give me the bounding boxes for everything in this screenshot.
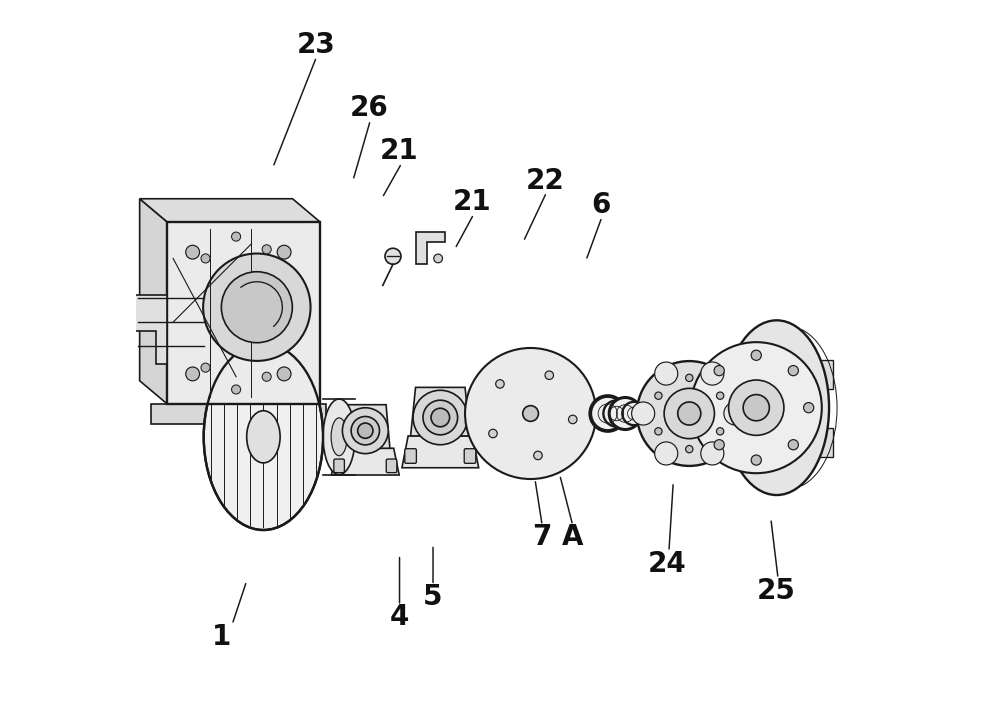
Polygon shape (140, 199, 167, 404)
Circle shape (686, 374, 693, 381)
Polygon shape (151, 404, 326, 424)
Text: 7: 7 (533, 523, 552, 551)
Circle shape (277, 367, 291, 381)
Ellipse shape (358, 423, 373, 438)
Polygon shape (592, 404, 598, 423)
Circle shape (201, 254, 210, 263)
Ellipse shape (323, 399, 355, 475)
Polygon shape (462, 404, 513, 423)
Circle shape (655, 362, 678, 385)
Circle shape (751, 350, 761, 360)
Text: 26: 26 (350, 94, 388, 122)
Circle shape (203, 253, 311, 361)
Circle shape (622, 402, 646, 425)
Ellipse shape (431, 408, 450, 427)
Bar (807, 360, 833, 389)
Ellipse shape (591, 403, 606, 424)
Text: 23: 23 (297, 31, 336, 59)
Circle shape (655, 392, 662, 400)
Circle shape (788, 440, 798, 450)
Text: A: A (562, 523, 584, 551)
Circle shape (496, 380, 504, 388)
Circle shape (804, 403, 814, 413)
Circle shape (724, 402, 747, 425)
Circle shape (637, 361, 742, 466)
Circle shape (655, 427, 662, 435)
Circle shape (489, 430, 497, 438)
Circle shape (534, 451, 542, 459)
Ellipse shape (204, 344, 323, 530)
Circle shape (788, 365, 798, 376)
Text: 1: 1 (212, 623, 232, 651)
Circle shape (568, 415, 577, 424)
Ellipse shape (413, 390, 468, 445)
FancyBboxPatch shape (334, 459, 344, 472)
Ellipse shape (724, 320, 829, 495)
Bar (807, 428, 833, 457)
Circle shape (751, 455, 761, 465)
Ellipse shape (342, 408, 388, 454)
Polygon shape (411, 387, 470, 436)
Circle shape (609, 397, 641, 430)
Circle shape (686, 446, 693, 453)
Circle shape (523, 405, 538, 422)
Polygon shape (140, 199, 320, 222)
Circle shape (201, 363, 210, 372)
FancyBboxPatch shape (386, 459, 397, 472)
Circle shape (716, 392, 724, 400)
Circle shape (186, 367, 200, 381)
Polygon shape (135, 295, 167, 364)
Circle shape (655, 442, 678, 465)
Ellipse shape (247, 411, 280, 463)
FancyBboxPatch shape (464, 448, 476, 463)
Circle shape (701, 362, 724, 385)
Polygon shape (167, 222, 320, 404)
Circle shape (262, 372, 271, 381)
Circle shape (465, 348, 596, 479)
Ellipse shape (351, 416, 380, 445)
Circle shape (262, 245, 271, 254)
Polygon shape (416, 232, 445, 264)
Text: 5: 5 (423, 583, 443, 611)
Ellipse shape (331, 418, 347, 456)
Circle shape (232, 385, 241, 394)
Polygon shape (402, 436, 479, 467)
Text: 24: 24 (648, 550, 687, 578)
Circle shape (434, 254, 442, 263)
FancyBboxPatch shape (405, 448, 416, 463)
Text: 6: 6 (591, 191, 610, 219)
Text: 22: 22 (526, 167, 565, 194)
Circle shape (743, 395, 769, 421)
Circle shape (714, 365, 724, 376)
Text: 25: 25 (757, 577, 796, 605)
Circle shape (232, 232, 241, 241)
Circle shape (691, 342, 822, 473)
Text: 21: 21 (453, 189, 492, 216)
Circle shape (545, 371, 554, 379)
Circle shape (603, 400, 630, 427)
Circle shape (632, 402, 655, 425)
Circle shape (701, 442, 724, 465)
Circle shape (385, 248, 401, 264)
Ellipse shape (423, 400, 458, 435)
Circle shape (699, 403, 709, 413)
Polygon shape (331, 448, 399, 475)
Circle shape (664, 388, 714, 439)
Text: 4: 4 (390, 604, 409, 631)
Circle shape (714, 440, 724, 450)
Circle shape (186, 245, 200, 259)
Circle shape (221, 272, 292, 343)
Circle shape (678, 402, 701, 425)
Circle shape (729, 380, 784, 435)
Circle shape (716, 427, 724, 435)
Circle shape (277, 245, 291, 259)
Polygon shape (341, 405, 390, 448)
Text: 21: 21 (380, 138, 419, 165)
Circle shape (590, 396, 625, 431)
